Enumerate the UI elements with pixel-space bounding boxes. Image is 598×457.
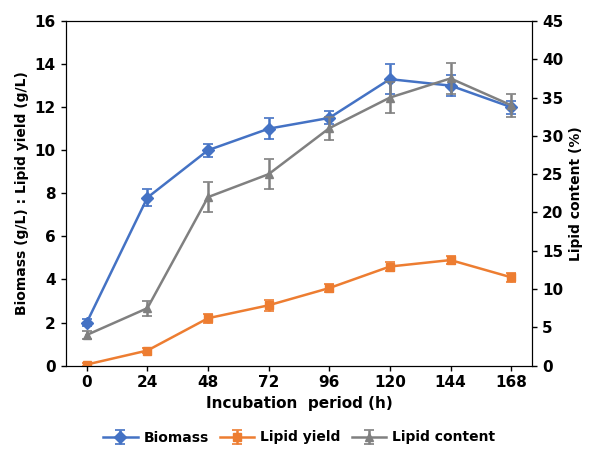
- X-axis label: Incubation  period (h): Incubation period (h): [206, 396, 392, 411]
- Y-axis label: Biomass (g/L) : Lipid yield (g/L): Biomass (g/L) : Lipid yield (g/L): [15, 71, 29, 315]
- Y-axis label: Lipid content (%): Lipid content (%): [569, 126, 583, 260]
- Legend: Biomass, Lipid yield, Lipid content: Biomass, Lipid yield, Lipid content: [97, 425, 501, 450]
